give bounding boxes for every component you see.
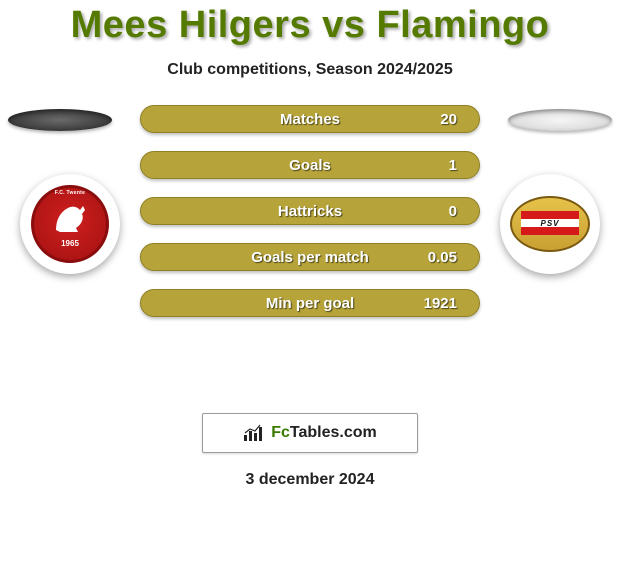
psv-stripe-bottom — [521, 227, 579, 235]
stat-label: Min per goal — [266, 295, 354, 312]
infographic-container: Mees Hilgers vs Flamingo Club competitio… — [0, 0, 620, 489]
stat-label: Matches — [280, 111, 340, 128]
psv-flag: PSV — [521, 211, 579, 237]
stat-label: Goals — [289, 157, 331, 174]
horse-icon — [50, 200, 90, 234]
stats-area: F.C. Twente 1965 PSV Matches — [0, 109, 620, 409]
stat-label: Hattricks — [278, 203, 342, 220]
watermark-text: FcTables.com — [271, 424, 377, 442]
psv-stripe-mid: PSV — [521, 219, 579, 227]
stat-bar: Hattricks 0 — [140, 197, 480, 225]
stat-bar: Matches 20 — [140, 105, 480, 133]
subtitle: Club competitions, Season 2024/2025 — [0, 61, 620, 79]
bar-chart-icon — [243, 424, 265, 442]
stat-bar: Goals per match 0.05 — [140, 243, 480, 271]
stat-value: 20 — [440, 111, 457, 128]
twente-crest: F.C. Twente 1965 — [31, 185, 109, 263]
stat-bar: Min per goal 1921 — [140, 289, 480, 317]
watermark-suffix: Tables.com — [290, 424, 377, 441]
club-badge-right: PSV — [500, 174, 600, 274]
player-left-marker — [8, 109, 112, 131]
psv-crest: PSV — [510, 196, 590, 252]
stat-value: 0.05 — [428, 249, 457, 266]
stat-bar: Goals 1 — [140, 151, 480, 179]
page-title: Mees Hilgers vs Flamingo — [0, 0, 620, 47]
stat-value: 0 — [449, 203, 457, 220]
stat-value: 1 — [449, 157, 457, 174]
stat-label: Goals per match — [251, 249, 369, 266]
stat-value: 1921 — [424, 295, 457, 312]
fctables-watermark: FcTables.com — [202, 413, 418, 453]
twente-topband: F.C. Twente — [55, 190, 85, 196]
watermark-prefix: Fc — [271, 424, 290, 441]
date-text: 3 december 2024 — [0, 471, 620, 489]
club-badge-left: F.C. Twente 1965 — [20, 174, 120, 274]
twente-year: 1965 — [61, 239, 79, 248]
player-right-marker — [508, 109, 612, 131]
stat-bars: Matches 20 Goals 1 Hattricks 0 Goals per… — [140, 105, 480, 335]
